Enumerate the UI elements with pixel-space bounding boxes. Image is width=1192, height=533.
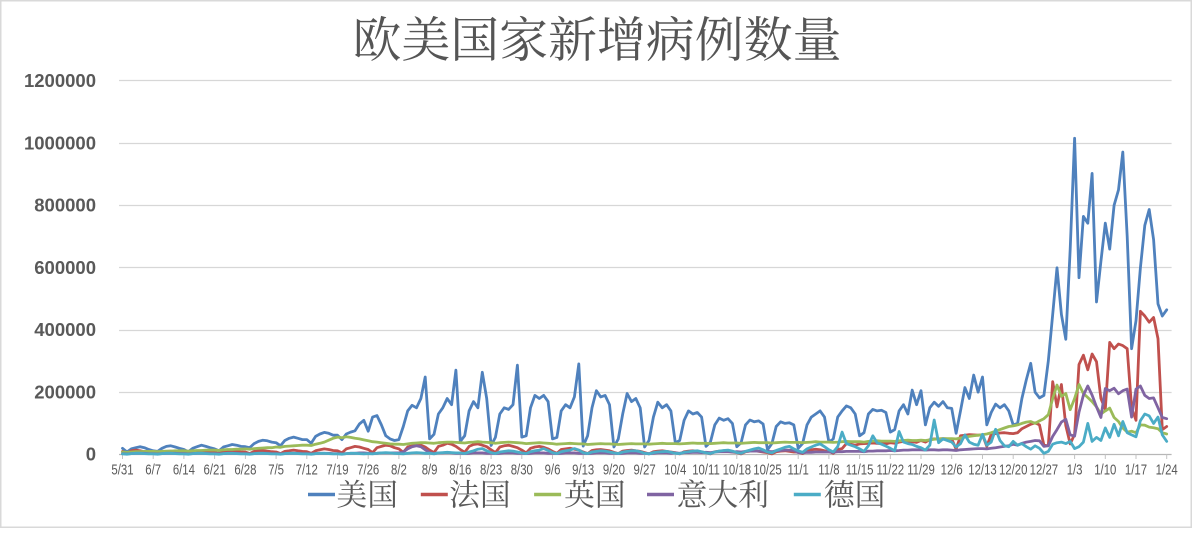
svg-text:800000: 800000 bbox=[34, 195, 96, 216]
svg-text:9/27: 9/27 bbox=[634, 461, 656, 478]
svg-text:11/1: 11/1 bbox=[788, 461, 809, 478]
svg-text:8/9: 8/9 bbox=[422, 461, 438, 478]
svg-text:12/27: 12/27 bbox=[1030, 461, 1058, 478]
svg-text:1/17: 1/17 bbox=[1125, 461, 1147, 478]
svg-text:8/30: 8/30 bbox=[511, 461, 533, 478]
svg-text:5/31: 5/31 bbox=[111, 461, 133, 478]
svg-text:7/19: 7/19 bbox=[326, 461, 348, 478]
svg-text:11/8: 11/8 bbox=[818, 461, 839, 478]
svg-text:7/26: 7/26 bbox=[357, 461, 379, 478]
svg-text:6/28: 6/28 bbox=[234, 461, 256, 478]
svg-text:12/6: 12/6 bbox=[941, 461, 963, 478]
svg-text:1/10: 1/10 bbox=[1094, 461, 1116, 478]
svg-text:200000: 200000 bbox=[34, 381, 96, 402]
svg-text:7/12: 7/12 bbox=[296, 461, 318, 478]
svg-text:12/13: 12/13 bbox=[968, 461, 996, 478]
svg-text:7/5: 7/5 bbox=[268, 461, 284, 478]
svg-text:400000: 400000 bbox=[34, 319, 96, 340]
svg-text:8/23: 8/23 bbox=[480, 461, 502, 478]
svg-text:0: 0 bbox=[86, 444, 96, 465]
svg-text:10/25: 10/25 bbox=[753, 461, 781, 478]
svg-text:600000: 600000 bbox=[34, 257, 96, 278]
svg-text:6/21: 6/21 bbox=[204, 461, 226, 478]
svg-text:1/3: 1/3 bbox=[1067, 461, 1083, 478]
svg-text:11/22: 11/22 bbox=[876, 461, 904, 478]
svg-text:9/13: 9/13 bbox=[572, 461, 594, 478]
svg-text:9/6: 9/6 bbox=[545, 461, 561, 478]
svg-text:12/20: 12/20 bbox=[999, 461, 1027, 478]
svg-text:1/24: 1/24 bbox=[1156, 461, 1178, 478]
svg-text:11/15: 11/15 bbox=[846, 461, 874, 478]
svg-text:8/2: 8/2 bbox=[391, 461, 407, 478]
svg-text:1200000: 1200000 bbox=[24, 70, 96, 91]
svg-text:8/16: 8/16 bbox=[449, 461, 471, 478]
svg-text:10/4: 10/4 bbox=[664, 461, 686, 478]
svg-text:11/29: 11/29 bbox=[907, 461, 935, 478]
svg-text:6/14: 6/14 bbox=[173, 461, 195, 478]
svg-text:10/18: 10/18 bbox=[723, 461, 751, 478]
svg-text:9/20: 9/20 bbox=[603, 461, 625, 478]
svg-text:6/7: 6/7 bbox=[145, 461, 161, 478]
svg-text:1000000: 1000000 bbox=[24, 132, 96, 153]
svg-text:10/11: 10/11 bbox=[692, 461, 720, 478]
